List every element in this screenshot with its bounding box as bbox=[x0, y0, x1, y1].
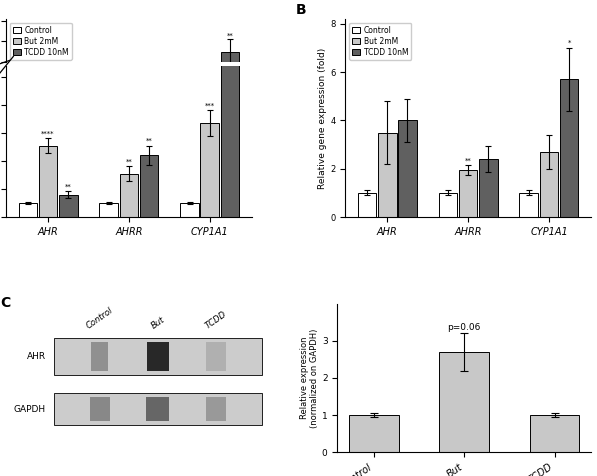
Bar bbox=[146, 397, 170, 421]
Bar bbox=[540, 152, 558, 217]
Bar bbox=[140, 155, 158, 217]
Text: But: But bbox=[149, 315, 166, 330]
Bar bbox=[378, 132, 396, 217]
Bar bbox=[19, 203, 37, 217]
Bar bbox=[39, 80, 57, 82]
Bar bbox=[90, 397, 110, 421]
Text: **: ** bbox=[125, 159, 133, 164]
Bar bbox=[54, 393, 261, 426]
Bar bbox=[358, 193, 376, 217]
Bar bbox=[147, 342, 168, 370]
Bar bbox=[349, 415, 399, 452]
Bar bbox=[180, 203, 199, 217]
Y-axis label: Relative expression
(normalized on GAPDH): Relative expression (normalized on GAPDH… bbox=[300, 328, 319, 427]
Bar bbox=[459, 170, 478, 217]
Bar bbox=[221, 0, 239, 217]
Text: TCDD: TCDD bbox=[204, 309, 229, 330]
Bar bbox=[119, 81, 138, 82]
Text: AHR: AHR bbox=[27, 352, 46, 361]
Bar bbox=[439, 193, 457, 217]
Text: GAPDH: GAPDH bbox=[14, 405, 46, 414]
Legend: Control, But 2mM, TCDD 10nM: Control, But 2mM, TCDD 10nM bbox=[10, 23, 72, 60]
Bar bbox=[398, 120, 417, 217]
Text: Control: Control bbox=[85, 306, 115, 330]
Text: **: ** bbox=[146, 138, 152, 144]
Text: C: C bbox=[1, 296, 11, 310]
Bar bbox=[479, 159, 498, 217]
Bar bbox=[201, 123, 219, 217]
Bar bbox=[560, 79, 578, 217]
Text: *: * bbox=[568, 40, 571, 46]
Bar bbox=[201, 80, 219, 82]
Bar bbox=[206, 397, 226, 421]
Text: **: ** bbox=[65, 184, 72, 190]
Legend: Control, But 2mM, TCDD 10nM: Control, But 2mM, TCDD 10nM bbox=[349, 23, 411, 60]
Bar bbox=[54, 338, 261, 375]
Text: ***: *** bbox=[205, 103, 215, 109]
Bar bbox=[39, 146, 57, 217]
Text: B: B bbox=[296, 3, 307, 17]
Bar bbox=[519, 193, 538, 217]
Bar bbox=[530, 415, 580, 452]
Bar bbox=[119, 174, 138, 217]
Bar bbox=[91, 342, 108, 370]
Text: ****: **** bbox=[41, 130, 55, 137]
Bar bbox=[59, 195, 78, 217]
Bar bbox=[221, 51, 239, 82]
Bar bbox=[206, 342, 226, 370]
Bar bbox=[140, 81, 158, 82]
Bar bbox=[439, 352, 489, 452]
Text: **: ** bbox=[227, 32, 233, 39]
Text: **: ** bbox=[464, 158, 472, 163]
Bar bbox=[99, 203, 118, 217]
Text: p=0.06: p=0.06 bbox=[448, 323, 481, 331]
Y-axis label: Relative gene expression (fold): Relative gene expression (fold) bbox=[318, 48, 327, 188]
